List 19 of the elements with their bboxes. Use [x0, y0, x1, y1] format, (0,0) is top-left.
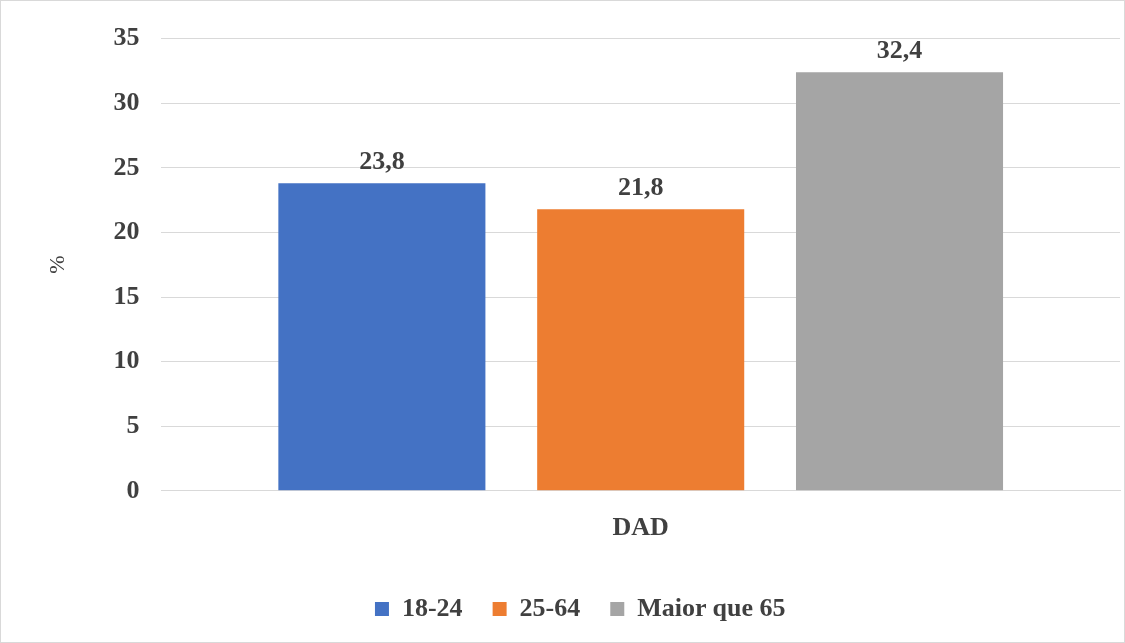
bar — [537, 209, 745, 491]
y-tick-label: 30 — [113, 86, 140, 116]
bar — [278, 183, 486, 491]
y-tick-label: 10 — [113, 345, 140, 375]
y-tick-label: 35 — [113, 22, 140, 52]
y-tick-label: 20 — [113, 216, 140, 246]
y-tick-label: 0 — [126, 474, 140, 504]
y-tick-label: 25 — [113, 151, 140, 181]
legend-label: Maior que 65 — [637, 592, 786, 622]
legend-label: 18-24 — [401, 592, 463, 622]
y-tick-label: 15 — [113, 280, 140, 310]
data-label: 21,8 — [617, 171, 664, 201]
data-label: 32,4 — [876, 34, 923, 64]
legend-label: 25-64 — [519, 592, 581, 622]
x-tick-label: DAD — [612, 512, 669, 542]
y-axis-title: % — [43, 255, 69, 274]
y-tick-label: 5 — [126, 409, 140, 439]
data-label: 23,8 — [359, 146, 405, 176]
bar — [795, 72, 1004, 491]
